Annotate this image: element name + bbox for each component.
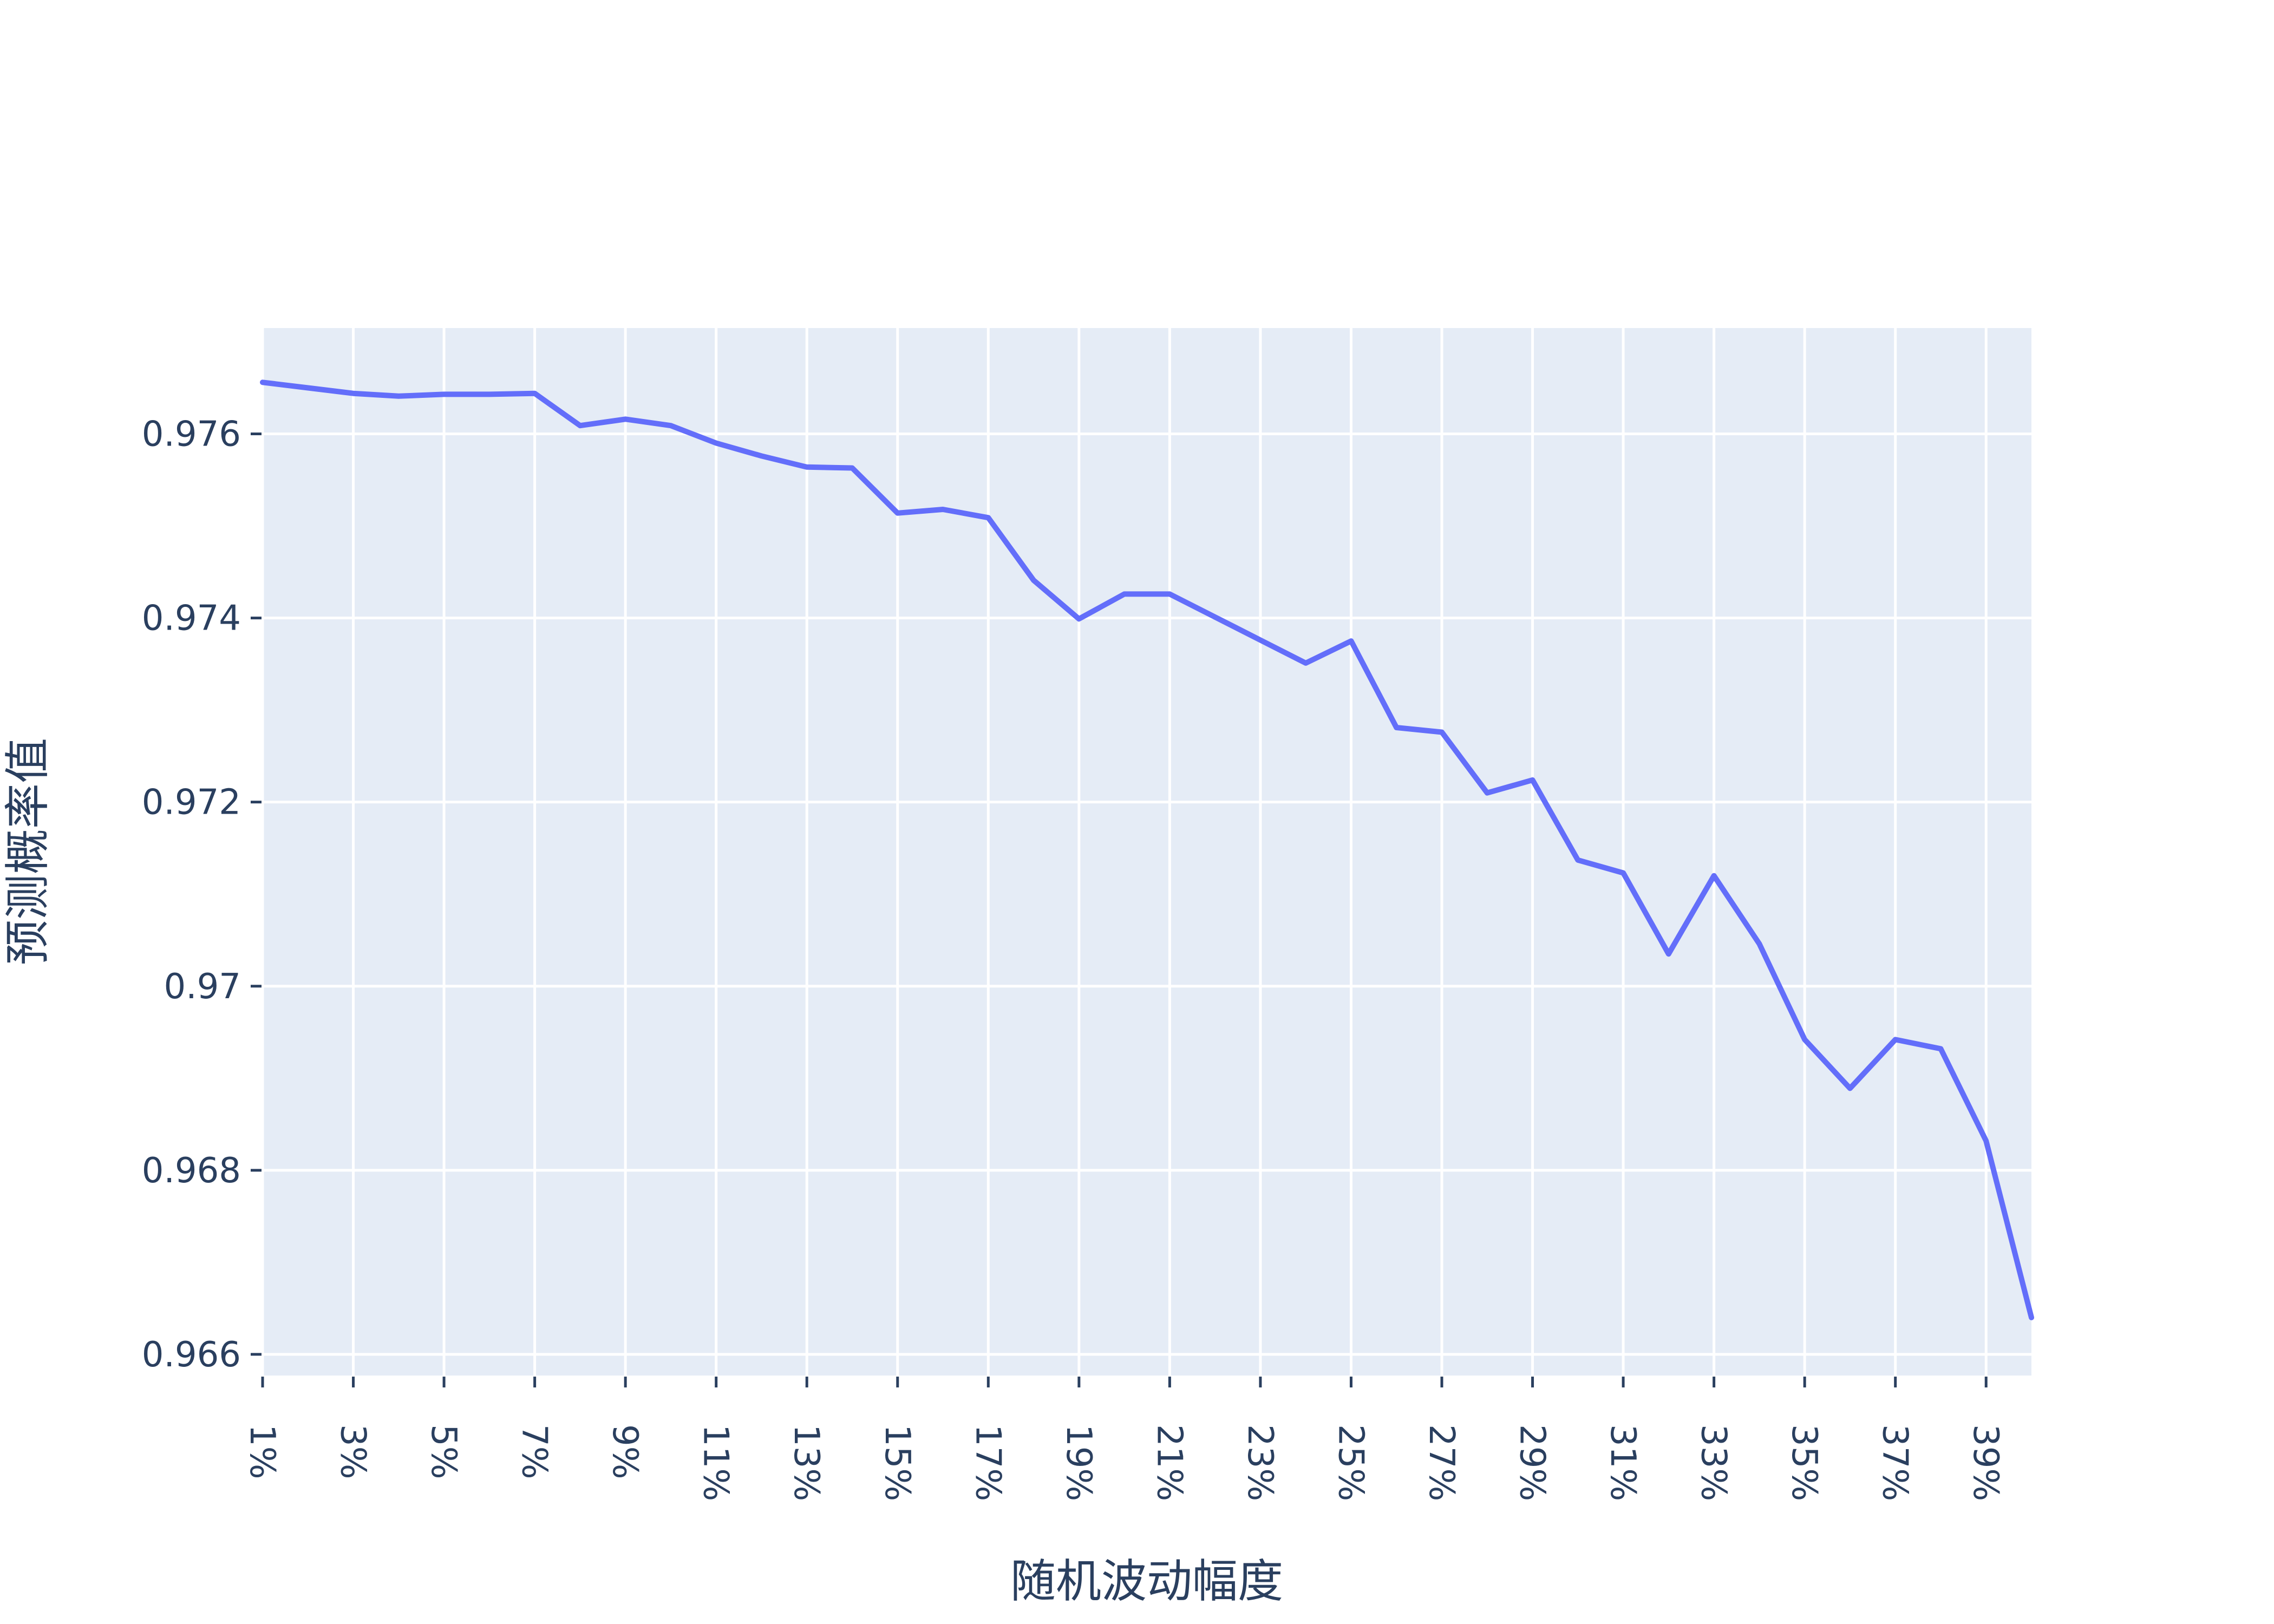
y-tick-label: 0.974 — [142, 599, 241, 639]
x-tick-label: 1% — [242, 1424, 282, 1479]
x-tick-label: 21% — [1149, 1424, 1189, 1501]
x-tick-label: 9% — [605, 1424, 645, 1479]
x-tick-label: 15% — [877, 1424, 917, 1501]
x-tick-label: 13% — [786, 1424, 826, 1501]
y-tick-label: 0.968 — [142, 1151, 241, 1191]
series-layer — [260, 379, 2034, 1320]
x-tick-label: 3% — [333, 1424, 373, 1479]
x-tick-label: 27% — [1421, 1424, 1461, 1501]
x-tick-label: 7% — [514, 1424, 554, 1479]
x-axis-title: 随机波动幅度 — [1010, 1555, 1283, 1608]
y-tick-label: 0.976 — [142, 415, 241, 455]
x-tick-label: 37% — [1875, 1424, 1915, 1501]
x-tick-label: 31% — [1603, 1424, 1643, 1501]
x-tick-label: 19% — [1058, 1424, 1099, 1501]
y-tick-label: 0.972 — [142, 783, 241, 823]
y-axis-title: 预测概率值 — [1, 738, 54, 965]
x-tick-label: 33% — [1694, 1424, 1734, 1501]
series-line — [260, 379, 2034, 1320]
x-tick-label: 39% — [1965, 1424, 2005, 1501]
x-tick-label: 25% — [1330, 1424, 1370, 1501]
x-tick-label: 5% — [423, 1424, 463, 1479]
y-axis-ticks: 0.966 0.968 0.97 0.972 0.974 0.976 — [142, 415, 262, 1375]
gridlines — [261, 328, 2031, 1376]
x-tick-label: 35% — [1784, 1424, 1824, 1501]
x-tick-label: 29% — [1512, 1424, 1552, 1501]
x-tick-label: 11% — [696, 1424, 736, 1501]
y-tick-label: 0.97 — [164, 967, 241, 1007]
x-tick-label: 17% — [968, 1424, 1008, 1501]
x-axis-ticks: 1% 3% 5% 7% 9% 11% 13% 15% 17% 19% 21% 23% 25% 27% 29%… — [242, 1377, 2005, 1501]
x-tick-label: 23% — [1240, 1424, 1280, 1501]
y-tick-label: 0.966 — [142, 1335, 241, 1375]
plot-area — [263, 328, 2031, 1376]
